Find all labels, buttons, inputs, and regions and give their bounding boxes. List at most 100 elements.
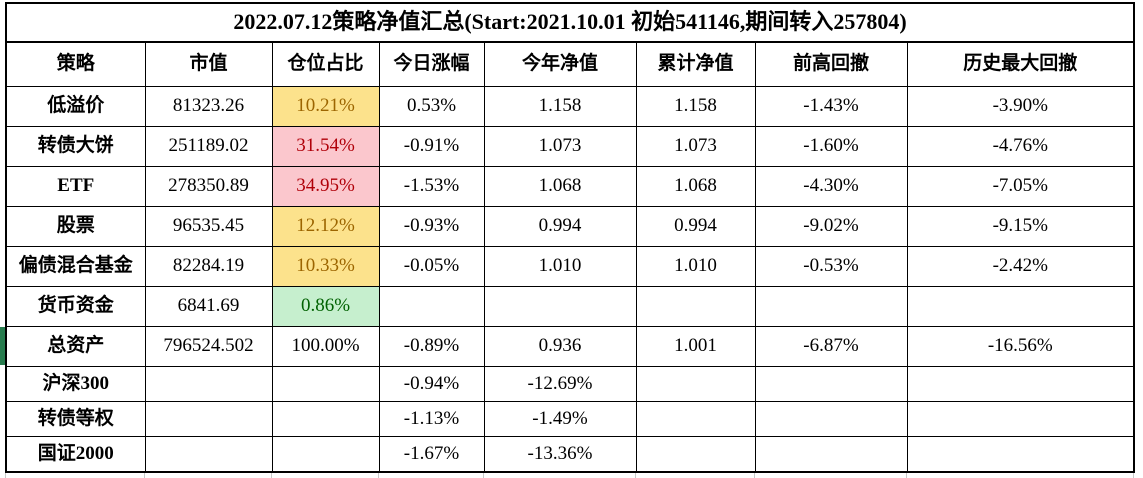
cell-today-change[interactable]: -0.91% [378, 126, 485, 167]
cell-strategy-name[interactable]: 转债大饼 [5, 126, 146, 167]
cell-position-ratio[interactable] [271, 401, 380, 437]
col-header-ytd-nav[interactable]: 今年净值 [483, 41, 637, 87]
col-header-max-drawdown[interactable]: 历史最大回撤 [906, 41, 1135, 87]
cell-cum-nav[interactable]: 1.068 [635, 166, 756, 207]
table-row-total: 总资产 796524.502 100.00% -0.89% 0.936 1.00… [5, 326, 1135, 367]
cell-market-value[interactable]: 796524.502 [144, 326, 273, 367]
cell-drawdown-from-high[interactable]: -9.02% [754, 206, 908, 247]
cell-max-drawdown[interactable]: -3.90% [906, 86, 1135, 127]
gridline-stubs [0, 473, 1143, 478]
cell-max-drawdown[interactable]: -9.15% [906, 206, 1135, 247]
cell-cum-nav[interactable]: 1.010 [635, 246, 756, 287]
cell-max-drawdown[interactable] [906, 436, 1135, 473]
cell-strategy-name[interactable]: 低溢价 [5, 86, 146, 127]
col-header-today-change[interactable]: 今日涨幅 [378, 41, 485, 87]
cell-strategy-name[interactable]: 沪深300 [5, 366, 146, 402]
table-row: 偏债混合基金 82284.19 10.33% -0.05% 1.010 1.01… [5, 246, 1135, 287]
cell-ytd-nav[interactable]: -12.69% [483, 366, 637, 402]
cell-position-ratio[interactable]: 31.54% [271, 126, 380, 167]
cell-strategy-name[interactable]: 国证2000 [5, 436, 146, 473]
table-row-benchmark: 国证2000 -1.67% -13.36% [5, 436, 1135, 473]
cell-market-value[interactable]: 96535.45 [144, 206, 273, 247]
cell-drawdown-from-high[interactable] [754, 436, 908, 473]
col-header-cum-nav[interactable]: 累计净值 [635, 41, 756, 87]
cell-position-ratio[interactable]: 12.12% [271, 206, 380, 247]
cell-market-value[interactable] [144, 401, 273, 437]
cell-drawdown-from-high[interactable]: -4.30% [754, 166, 908, 207]
cell-strategy-name[interactable]: 偏债混合基金 [5, 246, 146, 287]
cell-drawdown-from-high[interactable] [754, 401, 908, 437]
col-header-market-value[interactable]: 市值 [144, 41, 273, 87]
table-row: 低溢价 81323.26 10.21% 0.53% 1.158 1.158 -1… [5, 86, 1135, 127]
cell-position-ratio[interactable]: 10.21% [271, 86, 380, 127]
cell-cum-nav[interactable] [635, 401, 756, 437]
cell-drawdown-from-high[interactable]: -6.87% [754, 326, 908, 367]
cell-ytd-nav[interactable]: -13.36% [483, 436, 637, 473]
cell-today-change[interactable]: -1.67% [378, 436, 485, 473]
cell-strategy-name[interactable]: 货币资金 [5, 286, 146, 327]
cell-strategy-name[interactable]: ETF [5, 166, 146, 207]
cell-cum-nav[interactable] [635, 366, 756, 402]
cell-market-value[interactable] [144, 436, 273, 473]
table-row-benchmark: 转债等权 -1.13% -1.49% [5, 401, 1135, 437]
cell-today-change[interactable]: -0.05% [378, 246, 485, 287]
cell-cum-nav[interactable] [635, 286, 756, 327]
cell-market-value[interactable]: 82284.19 [144, 246, 273, 287]
cell-cum-nav[interactable]: 1.001 [635, 326, 756, 367]
table-row: 货币资金 6841.69 0.86% [5, 286, 1135, 327]
col-header-strategy[interactable]: 策略 [5, 41, 146, 87]
cell-max-drawdown[interactable] [906, 366, 1135, 402]
cell-ytd-nav[interactable] [483, 286, 637, 327]
cell-max-drawdown[interactable]: -4.76% [906, 126, 1135, 167]
cell-drawdown-from-high[interactable] [754, 286, 908, 327]
cell-drawdown-from-high[interactable] [754, 366, 908, 402]
cell-market-value[interactable]: 6841.69 [144, 286, 273, 327]
cell-market-value[interactable]: 251189.02 [144, 126, 273, 167]
cell-position-ratio[interactable]: 34.95% [271, 166, 380, 207]
cell-market-value[interactable]: 278350.89 [144, 166, 273, 207]
cell-drawdown-from-high[interactable]: -1.43% [754, 86, 908, 127]
cell-position-ratio[interactable] [271, 436, 380, 473]
cell-max-drawdown[interactable]: -7.05% [906, 166, 1135, 207]
cell-ytd-nav[interactable]: 0.936 [483, 326, 637, 367]
cell-drawdown-from-high[interactable]: -1.60% [754, 126, 908, 167]
table-title[interactable]: 2022.07.12策略净值汇总(Start:2021.10.01 初始5411… [5, 2, 1135, 43]
cell-ytd-nav[interactable]: 1.068 [483, 166, 637, 207]
cell-today-change[interactable]: -0.89% [378, 326, 485, 367]
cell-cum-nav[interactable]: 0.994 [635, 206, 756, 247]
cell-today-change[interactable]: -1.53% [378, 166, 485, 207]
cell-today-change[interactable]: 0.53% [378, 86, 485, 127]
col-header-drawdown-from-high[interactable]: 前高回撤 [754, 41, 908, 87]
cell-strategy-name[interactable]: 股票 [5, 206, 146, 247]
cell-position-ratio[interactable]: 100.00% [271, 326, 380, 367]
cell-ytd-nav[interactable]: 1.073 [483, 126, 637, 167]
cell-today-change[interactable] [378, 286, 485, 327]
cell-market-value[interactable] [144, 366, 273, 402]
cell-ytd-nav[interactable]: 1.010 [483, 246, 637, 287]
cell-ytd-nav[interactable]: -1.49% [483, 401, 637, 437]
cell-today-change[interactable]: -0.93% [378, 206, 485, 247]
cell-cum-nav[interactable] [635, 436, 756, 473]
cell-today-change[interactable]: -1.13% [378, 401, 485, 437]
cell-drawdown-from-high[interactable]: -0.53% [754, 246, 908, 287]
cell-position-ratio[interactable] [271, 366, 380, 402]
cell-ytd-nav[interactable]: 0.994 [483, 206, 637, 247]
cell-strategy-name[interactable]: 转债等权 [5, 401, 146, 437]
table-row: 转债大饼 251189.02 31.54% -0.91% 1.073 1.073… [5, 126, 1135, 167]
table-row: 股票 96535.45 12.12% -0.93% 0.994 0.994 -9… [5, 206, 1135, 247]
cell-max-drawdown[interactable]: -16.56% [906, 326, 1135, 367]
cell-position-ratio[interactable]: 0.86% [271, 286, 380, 327]
row-selection-indicator [0, 327, 5, 365]
cell-cum-nav[interactable]: 1.073 [635, 126, 756, 167]
cell-cum-nav[interactable]: 1.158 [635, 86, 756, 127]
cell-max-drawdown[interactable] [906, 401, 1135, 437]
cell-strategy-name[interactable]: 总资产 [5, 326, 146, 367]
cell-ytd-nav[interactable]: 1.158 [483, 86, 637, 127]
col-header-position-ratio[interactable]: 仓位占比 [271, 41, 380, 87]
cell-max-drawdown[interactable]: -2.42% [906, 246, 1135, 287]
cell-position-ratio[interactable]: 10.33% [271, 246, 380, 287]
cell-today-change[interactable]: -0.94% [378, 366, 485, 402]
cell-market-value[interactable]: 81323.26 [144, 86, 273, 127]
cell-max-drawdown[interactable] [906, 286, 1135, 327]
